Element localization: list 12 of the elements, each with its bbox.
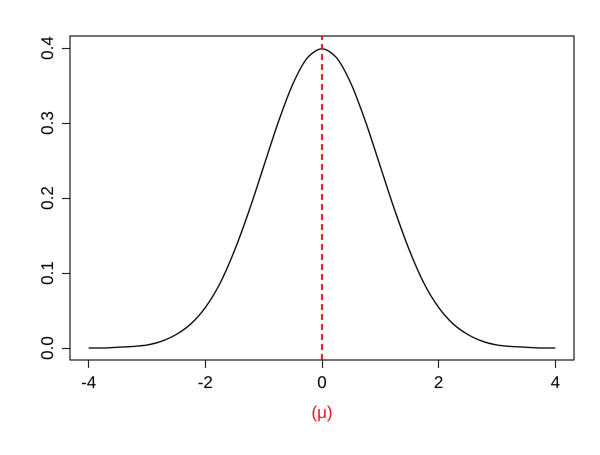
x-tick-label: 0: [317, 373, 327, 392]
x-tick-label: 2: [434, 373, 444, 392]
y-tick-label: 0.0: [38, 336, 57, 360]
line-series: [88, 48, 556, 349]
y-tick-label: 0.1: [38, 261, 57, 285]
y-tick-label: 0.4: [38, 36, 57, 60]
y-tick-label: 0.3: [38, 111, 57, 135]
ref-line-label: (μ): [311, 403, 333, 422]
x-tick-label: -2: [198, 373, 213, 392]
x-tick-label: 4: [550, 373, 560, 392]
x-tick-label: -4: [81, 373, 96, 392]
y-tick-label: 0.2: [38, 186, 57, 210]
